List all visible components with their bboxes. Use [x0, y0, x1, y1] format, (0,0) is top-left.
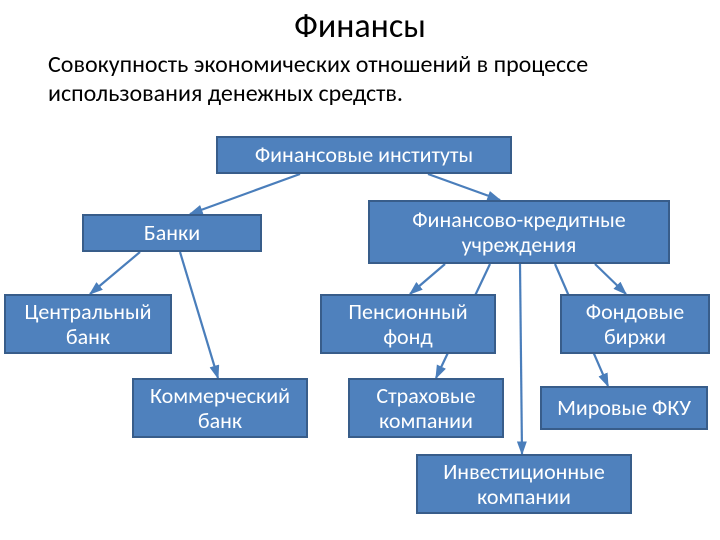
node-label: Банки [144, 220, 200, 245]
node-invest: Инвестиционные компании [416, 454, 632, 514]
node-root: Финансовые институты [216, 136, 512, 174]
node-label: Фондовые биржи [568, 299, 702, 350]
node-label: Центральный банк [12, 299, 164, 350]
node-label: Пенсионный фонд [328, 299, 488, 350]
node-label: Коммерческий банк [140, 383, 300, 434]
page-title: Финансы [0, 6, 720, 47]
node-fond: Фондовые биржи [560, 294, 710, 354]
node-mfku: Мировые ФКУ [540, 386, 708, 430]
node-label: Инвестиционные компании [424, 459, 624, 510]
diagram-stage: Финансы Совокупность экономических отнош… [0, 0, 720, 540]
node-kb: Коммерческий банк [132, 378, 308, 438]
node-label: Мировые ФКУ [557, 395, 691, 420]
page-subtitle: Совокупность экономических отношений в п… [48, 50, 672, 108]
page-title-text: Финансы [294, 6, 426, 47]
node-cb: Центральный банк [4, 294, 172, 354]
node-banks: Банки [82, 214, 262, 252]
page-subtitle-text: Совокупность экономических отношений в п… [48, 50, 588, 108]
node-fku: Финансово-кредитные учреждения [368, 200, 670, 264]
node-strah: Страховые компании [348, 378, 504, 438]
node-label: Финансово-кредитные учреждения [376, 207, 662, 258]
node-label: Финансовые институты [255, 142, 473, 167]
node-label: Страховые компании [356, 383, 496, 434]
node-pens: Пенсионный фонд [320, 294, 496, 354]
